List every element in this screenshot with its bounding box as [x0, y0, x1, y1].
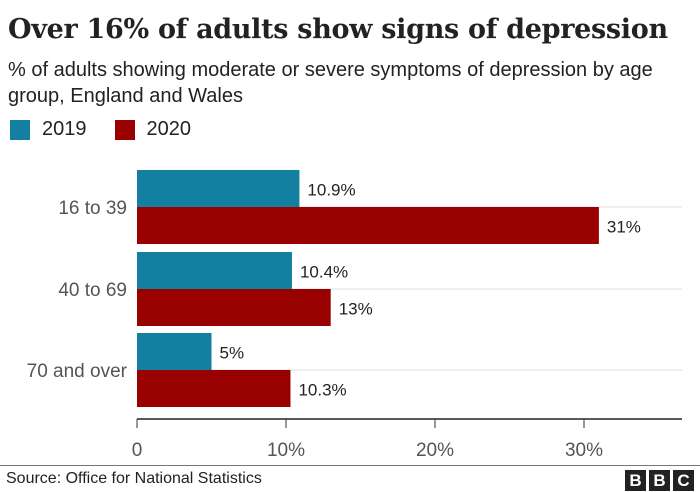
- bar-2020: [137, 207, 599, 244]
- bar-2019: [137, 252, 292, 289]
- legend-item-2019: 2019: [10, 118, 87, 141]
- data-label: 5%: [220, 344, 245, 363]
- data-label: 10.3%: [298, 381, 346, 400]
- bar-2019: [137, 333, 212, 370]
- data-label: 10.9%: [307, 181, 355, 200]
- bar-2020: [137, 289, 331, 326]
- legend: 2019 2020: [10, 118, 219, 141]
- legend-label-2020: 2020: [146, 118, 192, 140]
- category-label: 16 to 39: [58, 198, 127, 219]
- x-tick-label: 20%: [416, 440, 454, 461]
- category-label: 70 and over: [27, 361, 128, 382]
- data-label: 13%: [339, 300, 373, 319]
- x-tick-label: 0: [132, 440, 143, 461]
- bar-2019: [137, 170, 300, 207]
- chart-subtitle: % of adults showing moderate or severe s…: [8, 59, 653, 107]
- legend-label-2019: 2019: [42, 118, 87, 140]
- x-tick-label: 10%: [267, 440, 305, 461]
- footer-divider: [0, 465, 700, 466]
- source-note: Source: Office for National Statistics: [6, 470, 262, 487]
- chart-title: Over 16% of adults show signs of depress…: [8, 14, 668, 45]
- x-tick-label: 30%: [565, 440, 603, 461]
- bar-2020: [137, 370, 291, 407]
- data-label: 31%: [607, 218, 641, 237]
- legend-swatch-2019: [10, 119, 30, 140]
- legend-swatch-2020: [114, 119, 135, 140]
- legend-item-2020: 2020: [114, 118, 192, 141]
- data-label: 10.4%: [300, 263, 348, 282]
- category-label: 40 to 69: [58, 280, 127, 301]
